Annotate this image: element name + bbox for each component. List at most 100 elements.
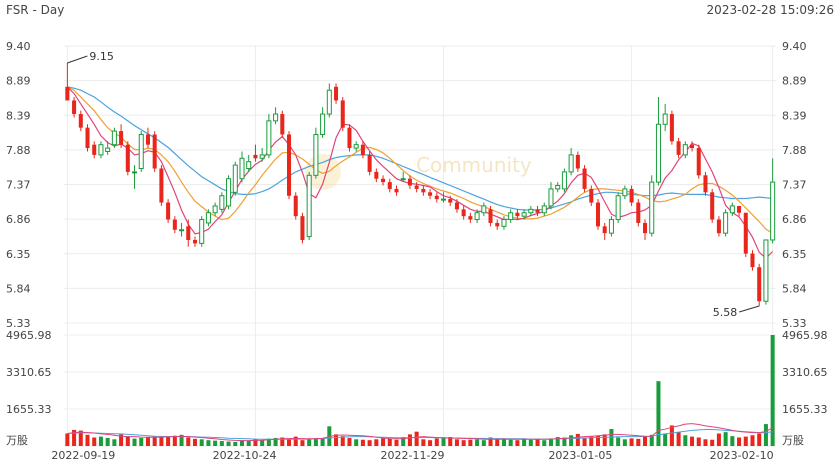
candle-body (119, 131, 124, 145)
candle (300, 212, 305, 244)
volume-bar (347, 437, 352, 446)
low-annotation-line (739, 305, 760, 313)
candle-body (326, 89, 332, 115)
candle-body (353, 144, 359, 149)
candle-body (696, 148, 701, 176)
candle (468, 212, 473, 223)
volume-grid (64, 334, 776, 447)
volume-bar (253, 439, 258, 446)
candle-body (145, 134, 150, 145)
candle (608, 216, 614, 237)
volume-ma-line (67, 423, 773, 442)
candle-body (474, 212, 480, 221)
candle-body (132, 171, 138, 174)
volume-tick-label-left: 4965.98 (6, 329, 52, 342)
volume-axis-right: 4965.98 3310.65 1655.33 万股 (782, 329, 828, 447)
volume-bar (535, 438, 540, 446)
candle-body (770, 181, 776, 241)
candle-body (138, 133, 144, 170)
candle (662, 103, 668, 132)
ma-line-ma10 (67, 86, 773, 234)
candle (750, 250, 755, 271)
volume-bar (414, 431, 419, 446)
volume-tick-label-right: 3310.65 (782, 366, 828, 379)
candle-body (212, 205, 218, 214)
volume-bar (441, 437, 446, 446)
candle (440, 192, 447, 203)
candle-body (582, 168, 587, 189)
volume-bar (481, 440, 486, 446)
candle-body (669, 114, 674, 142)
candle (521, 209, 527, 220)
candle-body (763, 239, 769, 302)
volume-bar (669, 425, 674, 446)
candle (690, 141, 695, 152)
volume-bar (145, 437, 150, 446)
candle (374, 168, 379, 183)
candle (561, 168, 567, 193)
candle-body (575, 154, 580, 169)
candle (347, 124, 352, 152)
volume-bar (575, 433, 580, 446)
candle-body (199, 219, 205, 244)
candle-body (636, 202, 641, 223)
candle-body (394, 188, 399, 193)
volume-axis-left: 4965.98 3310.65 1655.33 万股 (6, 329, 52, 447)
candle-body (521, 212, 527, 217)
candle-body (152, 134, 157, 169)
high-annotation-label: 9.15 (89, 50, 114, 63)
candle-body (737, 205, 742, 213)
candle-body (205, 212, 211, 224)
candle (655, 97, 661, 186)
volume-bar (367, 440, 372, 446)
candle (273, 107, 279, 125)
volume-bar (179, 434, 184, 446)
candle (226, 175, 232, 210)
candle (548, 182, 554, 210)
candle (287, 131, 292, 200)
candle-body (643, 222, 648, 234)
candle-body (750, 253, 755, 268)
candle-body (703, 175, 708, 193)
volume-bar (770, 335, 775, 446)
volume-bar (515, 440, 520, 446)
volume-bar (166, 436, 171, 446)
date-tick-label: 2022-10-24 (213, 449, 277, 462)
candle (696, 144, 701, 179)
volume-bar (703, 439, 708, 446)
candle (293, 192, 298, 220)
candle-body (608, 219, 614, 234)
volume-bar (495, 439, 500, 446)
volume-bar (199, 439, 204, 446)
candle (199, 216, 205, 247)
volume-bar (273, 437, 278, 446)
candle-body (172, 219, 177, 230)
candle (757, 263, 762, 306)
candle-body (340, 100, 345, 128)
volume-bar (656, 381, 661, 446)
candle-body (481, 205, 487, 214)
volume-bar (105, 437, 110, 446)
candle-body (85, 127, 90, 149)
candle-body (334, 86, 339, 101)
candle-body (273, 113, 279, 122)
volume-bar (616, 437, 621, 446)
candle-body (72, 100, 77, 115)
candle (407, 175, 412, 189)
candle (515, 209, 520, 220)
ma-line-ma20 (67, 86, 773, 211)
candle-body (602, 226, 607, 234)
candle (72, 97, 77, 118)
candle-body (179, 229, 185, 232)
volume-bar (723, 432, 728, 446)
volume-bar (710, 439, 715, 446)
price-tick-label-left: 7.37 (6, 179, 31, 192)
price-tick-label-left: 5.84 (6, 282, 31, 295)
candle (729, 202, 735, 217)
volume-tick-label-left: 1655.33 (6, 403, 52, 416)
price-tick-label-left: 6.35 (6, 248, 31, 261)
volume-bar (287, 439, 292, 446)
date-axis: 2022-09-19 2022-10-24 2022-11-29 2023-01-05… (51, 449, 773, 462)
candle-body (166, 202, 171, 220)
candle-body (65, 86, 70, 101)
